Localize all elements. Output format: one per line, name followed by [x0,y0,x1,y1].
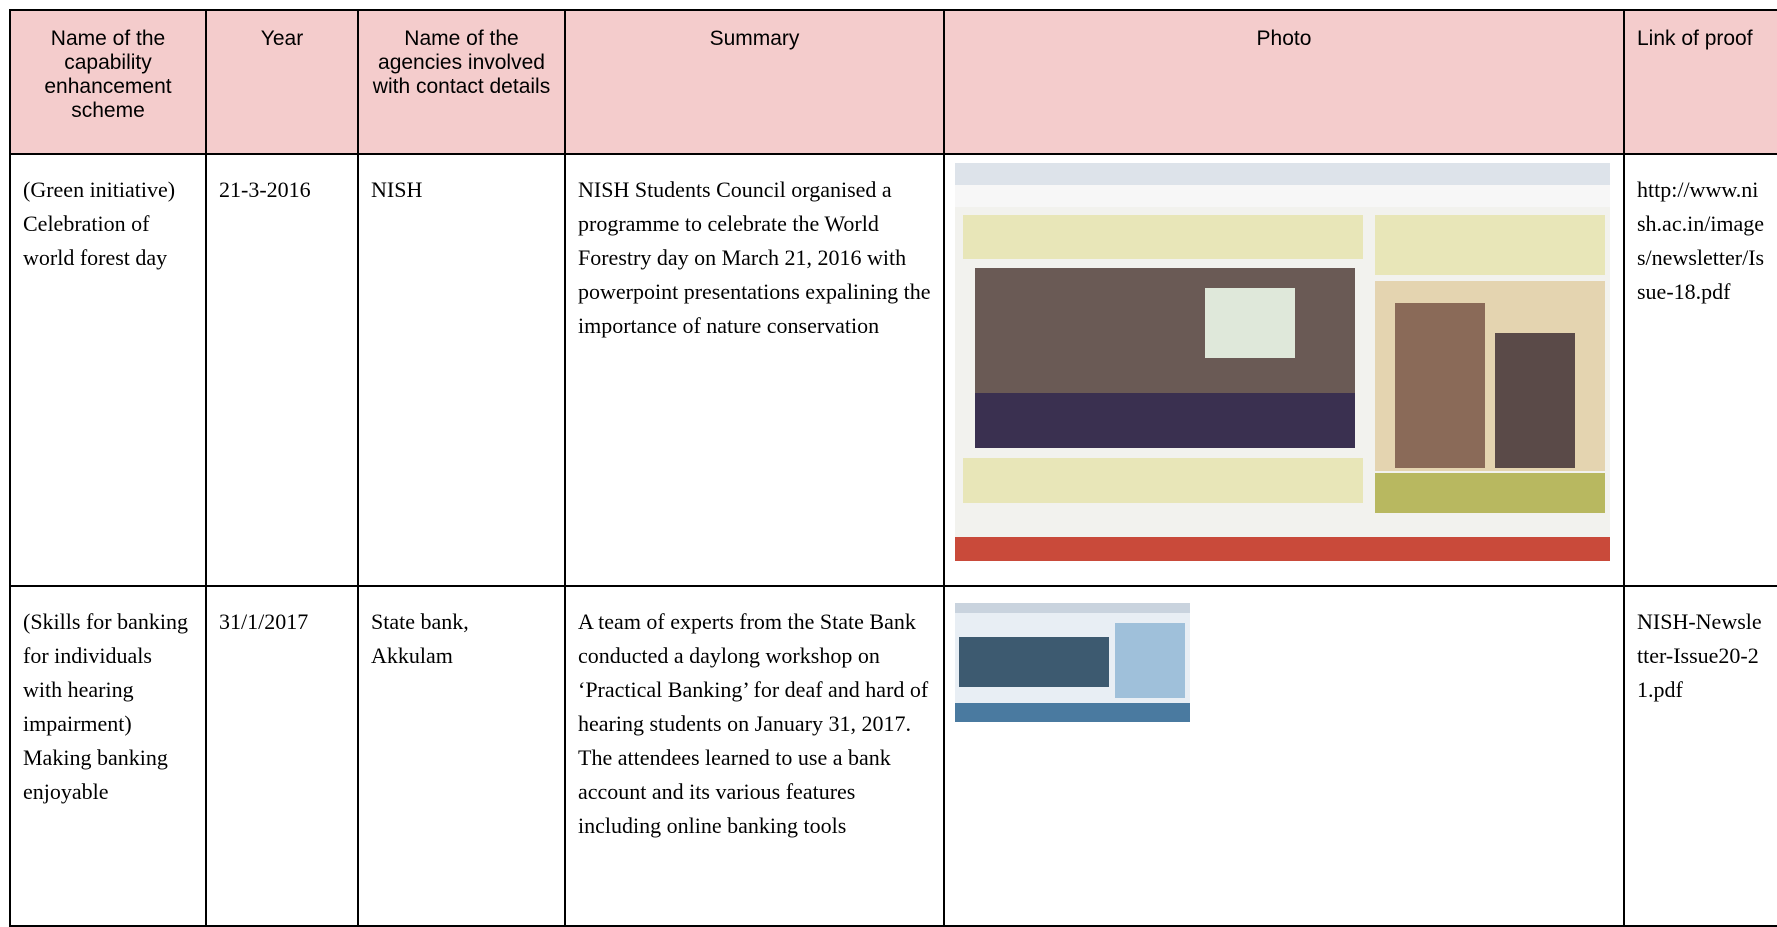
header-cell: Summary [564,9,945,155]
summary: NISH Students Council organised a progra… [564,153,945,587]
agencies: State bank, Akkulam [357,585,566,927]
link: NISH-Newsletter-Issue20-21.pdf [1623,585,1777,927]
header-cell: Link of proof [1623,9,1777,155]
row: (Green initiative) Celebration of world … [9,153,1777,587]
agencies: NISH [357,153,566,587]
summary: A team of experts from the State Bank co… [564,585,945,927]
photo [955,603,1190,722]
header-cell: Name of the capability enhancement schem… [9,9,207,155]
photo-cell [943,585,1625,927]
header-cell: Photo [943,9,1625,155]
year: 31/1/2017 [205,585,359,927]
header-cell: Name of the agencies involved with conta… [357,9,566,155]
row: (Skills for banking for individuals with… [9,585,1777,927]
year: 21-3-2016 [205,153,359,587]
header-cell: Year [205,9,359,155]
capability-table: Name of the capability enhancement schem… [9,9,1777,927]
scheme: (Skills for banking for individuals with… [9,585,207,927]
scheme: (Green initiative) Celebration of world … [9,153,207,587]
link: http://www.nish.ac.in/images/newsletter/… [1623,153,1777,587]
header-row: Name of the capability enhancement schem… [9,9,1777,155]
photo [955,163,1610,561]
photo-cell [943,153,1625,587]
